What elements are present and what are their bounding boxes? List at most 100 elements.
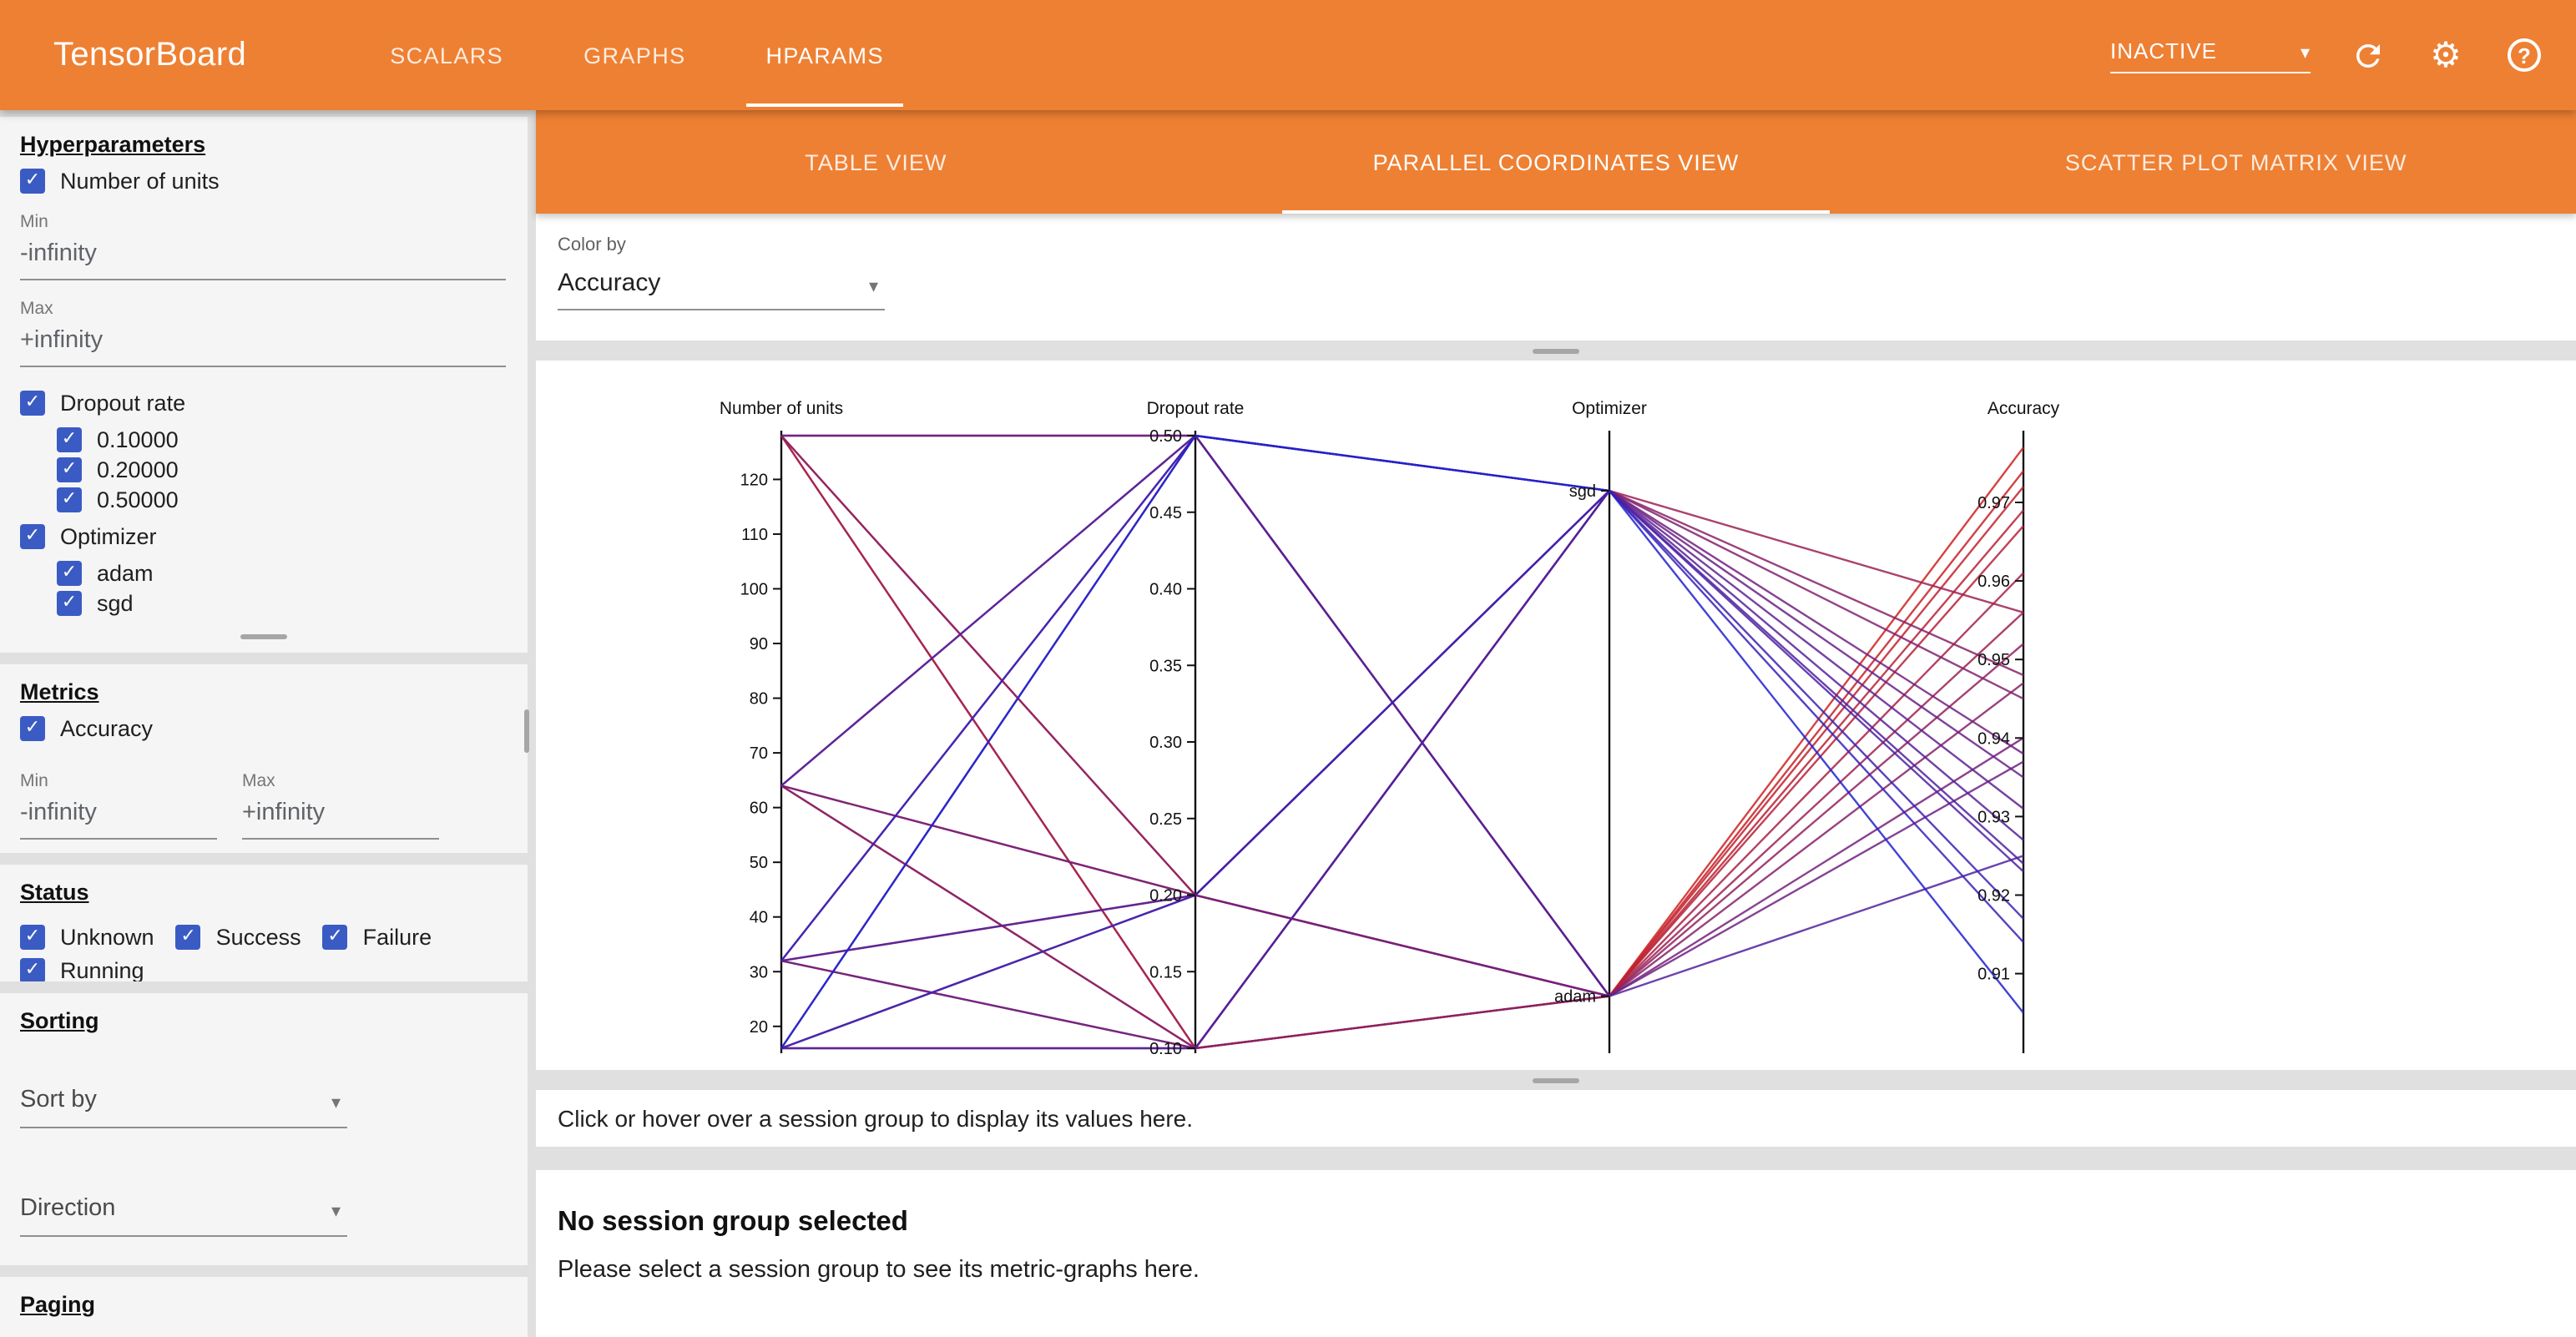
- units-min-input[interactable]: -infinity: [20, 232, 506, 280]
- checkbox-label: Failure: [362, 925, 432, 950]
- reload-status-dropdown[interactable]: INACTIVE ▾: [2110, 38, 2311, 73]
- checkbox-checked-icon: [20, 716, 45, 741]
- checkbox-dropout-0.1[interactable]: 0.10000: [57, 427, 508, 452]
- svg-text:0.93: 0.93: [1977, 808, 2010, 826]
- tab-scalars[interactable]: SCALARS: [390, 43, 504, 68]
- checkbox-status-running[interactable]: Running: [20, 958, 508, 981]
- checkbox-number-of-units[interactable]: Number of units: [20, 169, 508, 194]
- svg-text:Accuracy: Accuracy: [1988, 399, 2060, 418]
- units-min-label: Min: [20, 212, 48, 232]
- refresh-button[interactable]: [2346, 33, 2389, 77]
- toolbar-actions: INACTIVE ▾ ⚙ ?: [2110, 33, 2546, 77]
- checkbox-checked-icon: [20, 524, 45, 549]
- tab-parallel-coordinates-view[interactable]: PARALLEL COORDINATES VIEW: [1216, 110, 1897, 214]
- checkbox-checked-icon: [20, 169, 45, 194]
- svg-text:0.40: 0.40: [1149, 581, 1182, 599]
- svg-text:adam: adam: [1554, 988, 1596, 1007]
- parallel-coordinates-plot[interactable]: Number of units 20 30 40 50 60 70 80 90 100 110 120…: [536, 361, 2576, 1070]
- tab-scatter-plot-matrix-view[interactable]: SCATTER PLOT MATRIX VIEW: [2064, 149, 2407, 174]
- svg-text:0.15: 0.15: [1149, 963, 1182, 981]
- status-section: Status Unknown Success Failure: [0, 865, 528, 981]
- color-by-value: Accuracy: [558, 269, 661, 297]
- status-heading: Status: [20, 880, 89, 905]
- status-options-row: Unknown Success Failure: [20, 916, 508, 958]
- color-by-select[interactable]: Accuracy ▾: [558, 260, 885, 310]
- checkbox-label: Success: [215, 925, 301, 950]
- checkbox-label: 0.20000: [97, 457, 179, 482]
- checkbox-dropout-0.2[interactable]: 0.20000: [57, 457, 508, 482]
- svg-text:20: 20: [750, 1018, 768, 1037]
- checkbox-sgd[interactable]: sgd: [57, 591, 508, 616]
- panel-divider: [536, 1070, 2576, 1090]
- sidebar-resize-handle[interactable]: [524, 709, 529, 753]
- checkbox-optimizer[interactable]: Optimizer: [20, 524, 508, 549]
- svg-text:0.35: 0.35: [1149, 657, 1182, 675]
- checkbox-label: sgd: [97, 591, 134, 616]
- checkbox-label: adam: [97, 561, 154, 586]
- checkbox-checked-icon: [57, 591, 82, 616]
- resize-handle[interactable]: [240, 634, 287, 639]
- top-toolbar: TensorBoard SCALARS GRAPHS HPARAMS INACT…: [0, 0, 2576, 110]
- svg-text:0.25: 0.25: [1149, 810, 1182, 829]
- tab-table-view[interactable]: TABLE VIEW: [805, 149, 947, 174]
- svg-text:80: 80: [750, 690, 768, 709]
- tab-hparams[interactable]: HPARAMS: [743, 0, 907, 110]
- help-button[interactable]: ?: [2503, 33, 2546, 77]
- gear-icon: ⚙: [2430, 36, 2462, 74]
- resize-handle[interactable]: [1533, 348, 1579, 353]
- checkbox-checked-icon: [57, 457, 82, 482]
- svg-text:0.50: 0.50: [1149, 427, 1182, 446]
- hyperparameters-section: Hyperparameters Number of units Min -inf…: [0, 117, 528, 653]
- svg-text:0.20: 0.20: [1149, 887, 1182, 906]
- svg-text:Dropout rate: Dropout rate: [1147, 399, 1245, 418]
- chevron-down-icon: ▾: [868, 277, 878, 297]
- chevron-down-icon: ▾: [331, 1202, 341, 1222]
- accuracy-max-input[interactable]: +infinity: [242, 791, 439, 840]
- resize-handle[interactable]: [1533, 1077, 1579, 1082]
- accuracy-max-label: Max: [242, 771, 275, 791]
- checkbox-status-success[interactable]: Success: [175, 925, 301, 950]
- checkbox-checked-icon: [57, 427, 82, 452]
- sort-by-select[interactable]: Sort by ▾: [20, 1080, 347, 1128]
- checkbox-checked-icon: [20, 925, 45, 950]
- checkbox-checked-icon: [20, 391, 45, 416]
- direction-select[interactable]: Direction ▾: [20, 1188, 347, 1237]
- checkbox-dropout-rate[interactable]: Dropout rate: [20, 391, 508, 416]
- checkbox-checked-icon: [20, 958, 45, 981]
- checkbox-label: Running: [60, 958, 144, 981]
- checkbox-status-failure[interactable]: Failure: [322, 925, 432, 950]
- session-values-panel: Click or hover over a session group to d…: [536, 1090, 2576, 1147]
- tab-graphs[interactable]: GRAPHS: [583, 43, 686, 68]
- metrics-min-col: Min -infinity: [20, 753, 220, 840]
- svg-text:40: 40: [750, 909, 768, 927]
- svg-text:70: 70: [750, 744, 768, 763]
- checkbox-label: Unknown: [60, 925, 154, 950]
- hparams-main: TABLE VIEW PARALLEL COORDINATES VIEW SCA…: [536, 110, 2576, 1337]
- direction-value: Direction: [20, 1195, 116, 1222]
- panel-divider: [536, 341, 2576, 361]
- checkbox-status-unknown[interactable]: Unknown: [20, 925, 154, 950]
- section-resize-row: [20, 621, 508, 639]
- accuracy-min-label: Min: [20, 771, 48, 791]
- settings-button[interactable]: ⚙: [2424, 33, 2467, 77]
- checkbox-label: 0.50000: [97, 487, 179, 512]
- reload-status-value: INACTIVE: [2110, 38, 2217, 63]
- svg-text:0.94: 0.94: [1977, 729, 2010, 748]
- checkbox-dropout-0.5[interactable]: 0.50000: [57, 487, 508, 512]
- svg-text:50: 50: [750, 854, 768, 872]
- main-nav-tabs: SCALARS GRAPHS HPARAMS: [350, 0, 924, 110]
- svg-text:30: 30: [750, 963, 768, 981]
- color-by-label: Color by: [558, 235, 626, 255]
- checkbox-accuracy[interactable]: Accuracy: [20, 716, 508, 741]
- svg-text:0.45: 0.45: [1149, 504, 1182, 522]
- app-title: TensorBoard: [53, 36, 247, 73]
- accuracy-min-input[interactable]: -infinity: [20, 791, 217, 840]
- svg-text:0.96: 0.96: [1977, 573, 2010, 591]
- svg-text:0.10: 0.10: [1149, 1040, 1182, 1058]
- parallel-coordinates-svg[interactable]: Number of units 20 30 40 50 60 70 80 90 100 110 120…: [536, 361, 2576, 1070]
- units-max-input[interactable]: +infinity: [20, 319, 506, 367]
- checkbox-adam[interactable]: adam: [57, 561, 508, 586]
- svg-text:0.30: 0.30: [1149, 734, 1182, 752]
- sorting-section: Sorting Sort by ▾ Direction ▾: [0, 993, 528, 1265]
- checkbox-checked-icon: [57, 561, 82, 586]
